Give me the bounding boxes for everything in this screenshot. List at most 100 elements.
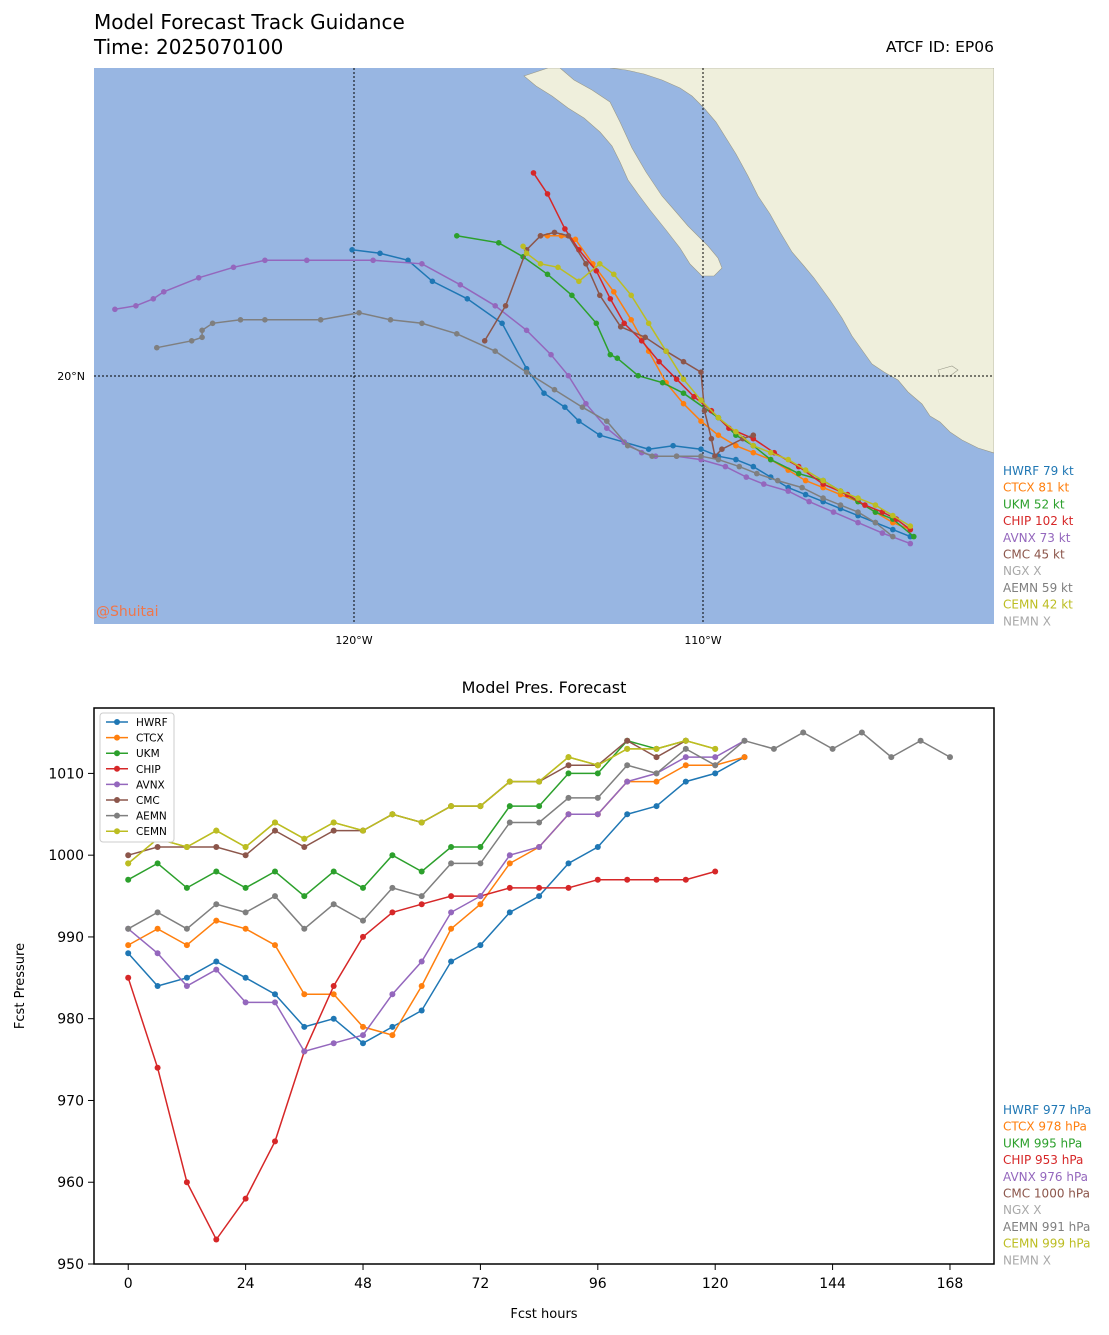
track-point [774, 477, 781, 484]
track-point [597, 432, 603, 439]
y-tick-label: 960 [57, 1175, 84, 1191]
track-point [520, 243, 526, 250]
track-point [604, 425, 610, 432]
data-point [712, 770, 719, 777]
data-point [360, 884, 366, 891]
data-point [653, 803, 660, 810]
track-point [614, 355, 621, 362]
data-point [301, 1048, 308, 1055]
track-point [576, 278, 582, 285]
summary-entry: NGX X [1003, 564, 1042, 578]
track-point [576, 418, 582, 425]
track-point [635, 372, 641, 379]
summary-entry: UKM 52 kt [1003, 497, 1065, 511]
data-point [213, 1236, 220, 1243]
data-point [800, 729, 807, 736]
track-point [750, 463, 757, 470]
track-point [855, 519, 861, 526]
data-point [213, 917, 220, 924]
data-point [682, 876, 689, 883]
data-point [213, 966, 220, 973]
track-point [405, 257, 411, 264]
track-point [454, 233, 460, 239]
data-point [477, 893, 484, 900]
track-point [698, 369, 704, 376]
data-point [183, 942, 190, 949]
data-point [506, 860, 513, 867]
data-point [125, 860, 132, 867]
track-point [530, 170, 537, 176]
track-point [802, 477, 809, 484]
data-point [242, 1195, 249, 1202]
track-point [481, 338, 488, 344]
data-point [154, 1064, 161, 1071]
pressure-summary: HWRF 977 hPa CTCX 978 hPa UKM 995 hPa CHIP … [1003, 1103, 1091, 1267]
track-point [743, 474, 750, 480]
track-point [691, 393, 697, 400]
track-point [754, 470, 760, 477]
track-point [419, 320, 425, 327]
watermark: @Shuitai [96, 604, 158, 620]
track-point [593, 268, 600, 274]
data-point [594, 770, 601, 777]
track-point [209, 320, 216, 327]
track-point [492, 303, 499, 309]
track-point [722, 463, 729, 470]
plot-area [125, 729, 953, 1243]
data-point [125, 950, 132, 957]
track-point [262, 257, 268, 264]
data-point [418, 868, 425, 875]
track-point [611, 289, 617, 295]
data-point [536, 884, 543, 891]
track-point [820, 495, 826, 501]
data-point [506, 803, 513, 810]
track-point [680, 376, 687, 383]
track-point [593, 320, 600, 327]
legend-label: CTCX [136, 733, 164, 745]
track-point [370, 257, 376, 264]
data-point [360, 933, 366, 940]
track-point [673, 376, 680, 383]
track-point [457, 282, 464, 288]
data-point [448, 925, 455, 932]
data-point [272, 868, 278, 875]
track-point [562, 226, 568, 232]
data-point [506, 852, 513, 859]
track-point [237, 317, 244, 323]
data-point [242, 909, 249, 916]
track-point [572, 236, 579, 243]
track-point [583, 400, 589, 407]
track-point [133, 303, 139, 309]
data-point [242, 925, 249, 932]
track-line-cemn [522, 245, 911, 527]
landmasses [523, 68, 994, 454]
data-point [301, 893, 308, 900]
track-point [907, 523, 914, 529]
data-point [242, 844, 249, 850]
data-point [418, 958, 425, 965]
legend-marker [114, 765, 120, 772]
track-point [579, 404, 586, 411]
track-point [645, 320, 652, 327]
summary-entry: NGX X [1003, 1203, 1042, 1217]
data-point [624, 811, 631, 818]
data-point [330, 827, 337, 834]
track-point [855, 509, 861, 515]
track-point [642, 334, 648, 341]
track-point [872, 502, 879, 508]
track-point [733, 428, 739, 435]
track-point [855, 495, 861, 501]
y-tick-label: 950 [57, 1257, 84, 1273]
data-point [448, 958, 455, 965]
data-point [272, 999, 278, 1006]
island [937, 365, 959, 377]
data-point [653, 876, 660, 883]
data-point [565, 770, 572, 777]
data-point [682, 762, 689, 769]
data-point [888, 754, 895, 761]
data-point [301, 1023, 308, 1030]
data-point [712, 762, 719, 769]
data-point [242, 999, 249, 1006]
data-point [536, 819, 543, 826]
data-point [389, 852, 396, 859]
